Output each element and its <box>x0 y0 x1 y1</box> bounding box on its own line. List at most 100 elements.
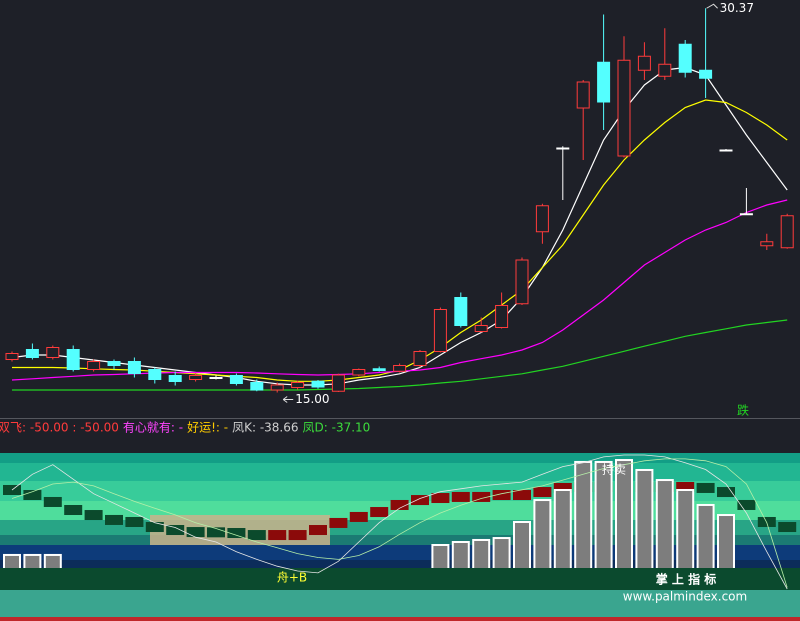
candle-body <box>250 382 264 391</box>
indicator-foreground <box>0 568 800 621</box>
indicator-block <box>513 490 531 501</box>
annotation-pointer <box>282 396 294 403</box>
line-series <box>11 454 788 590</box>
legend-entry: 好运!: - <box>187 421 228 435</box>
indicator-block <box>268 530 287 541</box>
candle-body <box>291 382 305 388</box>
candle-body <box>617 59 631 157</box>
candle-body <box>433 309 447 352</box>
annotation-pointer <box>706 3 718 9</box>
indicator-block <box>472 491 491 502</box>
candle-body <box>229 375 243 384</box>
candle-body <box>576 81 590 109</box>
band <box>0 463 800 481</box>
candle-body <box>495 305 509 328</box>
indicator-block <box>411 495 429 506</box>
candle-body <box>637 55 651 71</box>
indicator-block <box>329 517 348 528</box>
indicator-block <box>207 527 225 538</box>
indicator-text: 舟+B <box>277 571 307 585</box>
band <box>0 560 800 570</box>
candle-body <box>66 349 80 370</box>
candle-body <box>270 384 284 391</box>
indicator-block <box>431 493 450 504</box>
indicator-block <box>492 490 511 501</box>
band <box>0 590 800 617</box>
indicator-block <box>166 525 185 536</box>
indicator-block <box>43 496 62 507</box>
indicator-text: 持卖 <box>602 462 626 477</box>
candle-body <box>597 61 611 103</box>
indicator-block <box>717 487 735 498</box>
candle-body <box>393 365 407 372</box>
candle-body <box>25 349 39 358</box>
indicator-block <box>349 511 368 522</box>
indicator-lines <box>11 454 788 590</box>
legend-entry: 凤D: -37.10 <box>303 421 371 435</box>
indicator-block <box>288 530 307 541</box>
indicator-block <box>247 530 266 541</box>
indicator-block <box>64 505 83 516</box>
indicator-block <box>309 525 327 536</box>
line-series <box>12 319 788 391</box>
line-series <box>11 458 788 588</box>
indicator-block <box>125 516 144 527</box>
candle-body <box>556 147 570 150</box>
indicator-block <box>84 510 103 521</box>
indicator-block <box>737 499 756 510</box>
watermark-url: www.palmindex.com <box>623 590 747 604</box>
indicator-block <box>145 522 164 533</box>
candle-body <box>127 361 141 374</box>
indicator-block <box>676 481 695 492</box>
band <box>0 535 800 545</box>
candle-body <box>780 215 794 249</box>
indicator-block <box>533 487 552 498</box>
line-series <box>11 66 788 386</box>
indicator-block <box>696 482 715 493</box>
watermark-title: 掌 上 指 标 <box>656 572 717 587</box>
candle-body <box>331 374 345 392</box>
candle-body <box>46 347 60 358</box>
annotation: 30.37 <box>720 1 754 15</box>
band <box>0 453 800 463</box>
candle-body <box>107 361 121 366</box>
candle-body <box>87 361 101 370</box>
bottom-line <box>0 617 800 621</box>
candle-body <box>535 205 549 233</box>
candle-body <box>5 353 19 360</box>
indicator-block <box>553 482 572 493</box>
candle-body <box>311 380 325 388</box>
candle-body <box>474 325 488 332</box>
indicator-block <box>23 490 42 501</box>
candle-body <box>678 43 692 73</box>
candle-body <box>760 241 774 247</box>
signal-label: 跌 <box>737 403 749 418</box>
candle-body <box>699 69 713 79</box>
band <box>0 568 800 590</box>
candle-body <box>739 213 753 216</box>
indicator-block <box>778 522 797 533</box>
legend-entry: 凤K: -38.66 <box>232 421 298 435</box>
indicator-legend: 双飞: -50.00 : -50.00 有心就有: - 好运!: - 凤K: -38.… <box>0 421 370 435</box>
legend-entry: 有心就有: - <box>123 421 183 435</box>
candle-body <box>413 351 427 366</box>
indicator-block <box>227 528 246 539</box>
candle-body <box>209 377 223 379</box>
candle-body <box>168 375 182 382</box>
indicator-block <box>390 499 409 510</box>
indicator-block <box>370 507 389 518</box>
price-plot: 30.37 15.00 <box>5 1 794 406</box>
indicator-texts: 持卖舟+B <box>277 462 626 585</box>
indicator-block <box>105 514 123 525</box>
candle-body <box>515 259 529 305</box>
candle-body <box>372 368 386 371</box>
annotation: 15.00 <box>295 392 329 406</box>
indicator-block <box>451 491 470 502</box>
candle-body <box>148 369 162 380</box>
candle-body <box>352 369 366 376</box>
candle-body <box>719 149 733 152</box>
candle-body <box>189 375 203 380</box>
candle-body <box>454 297 468 326</box>
indicator-block <box>186 527 205 538</box>
